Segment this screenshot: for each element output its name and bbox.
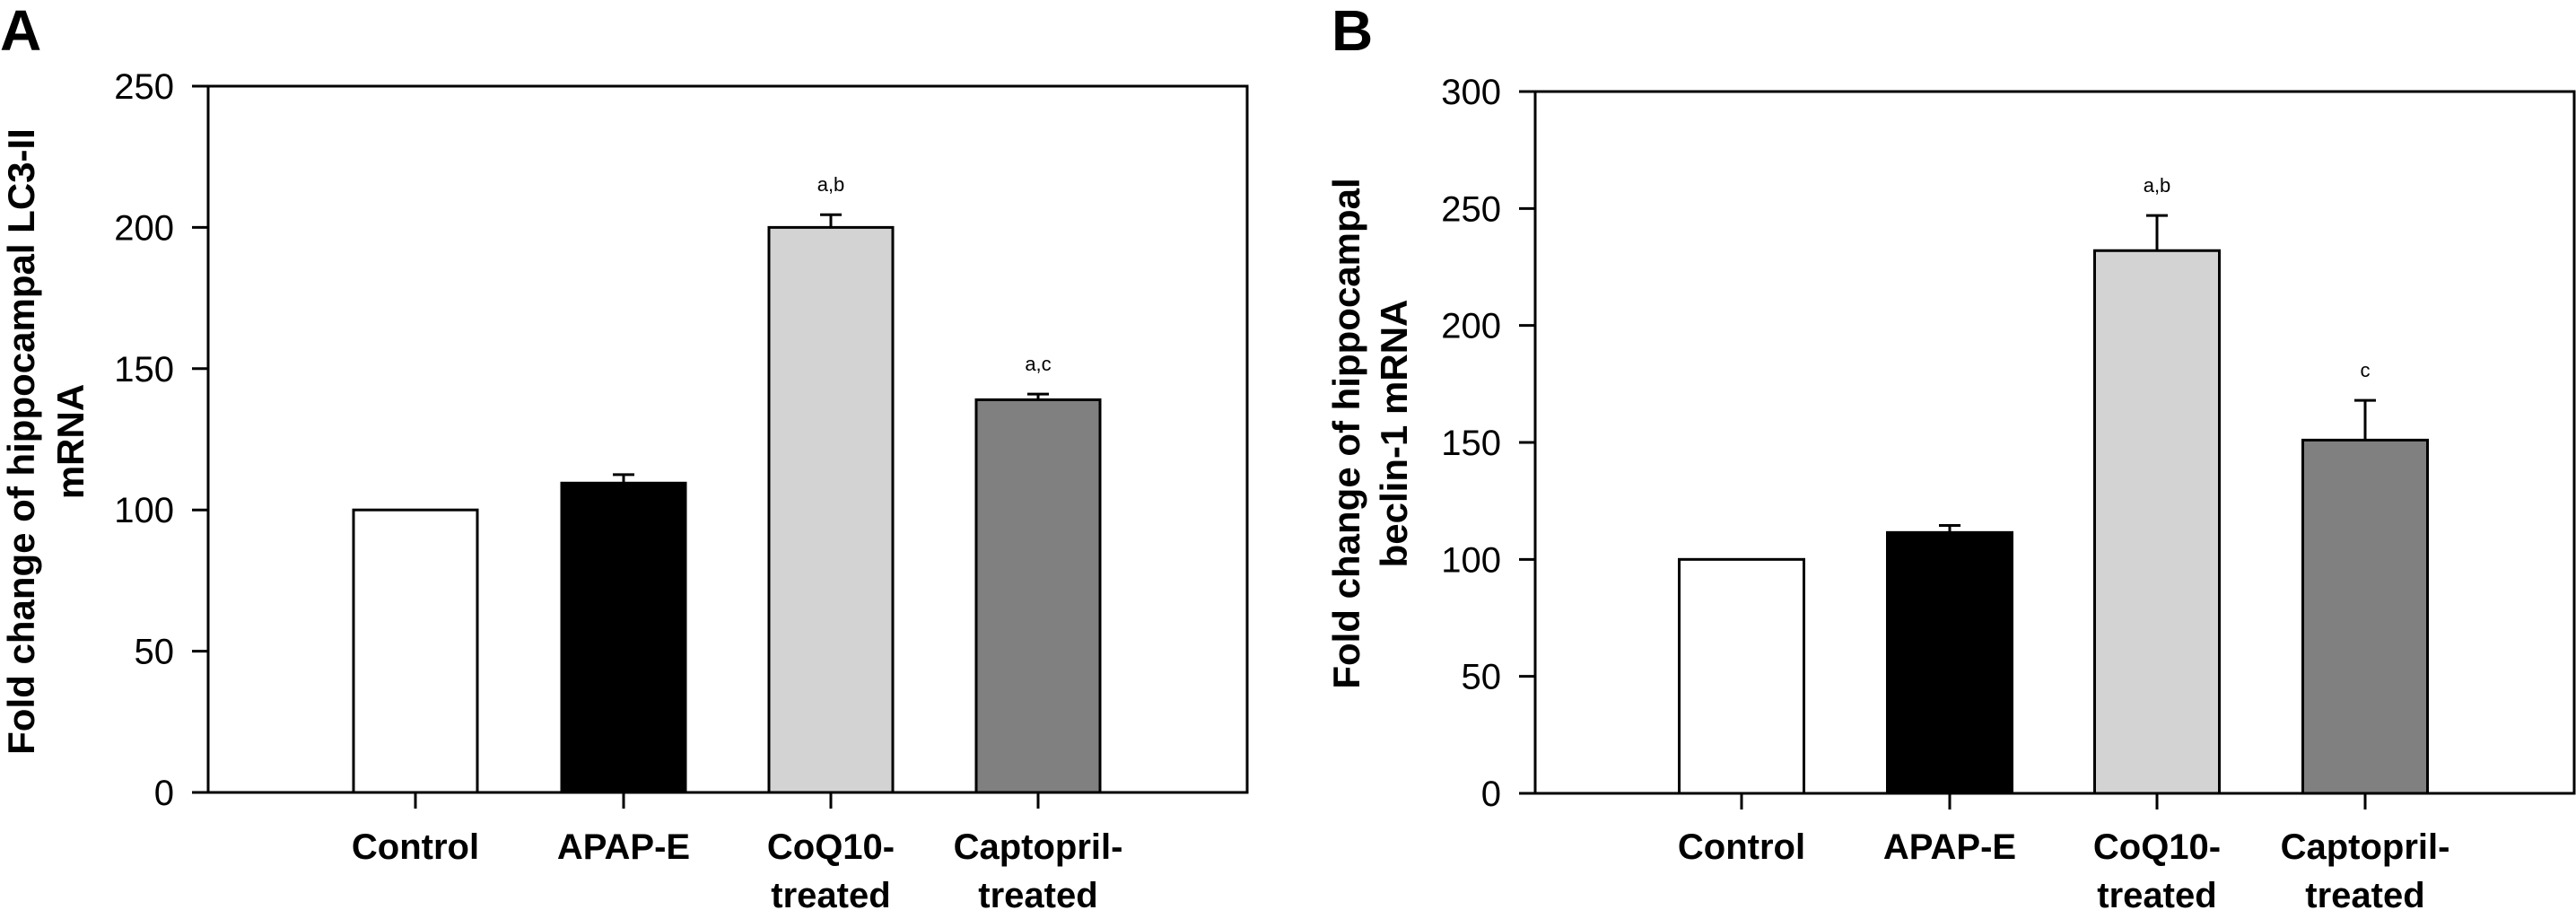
significance-label: c bbox=[2361, 359, 2371, 381]
significance-label: a,c bbox=[1025, 353, 1051, 375]
x-tick-label: APAP-E bbox=[1883, 827, 2016, 867]
y-tick-label: 250 bbox=[1441, 189, 1501, 229]
x-tick-label: treated bbox=[771, 876, 890, 910]
panel-letter: A bbox=[0, 0, 41, 63]
bar bbox=[974, 398, 1102, 794]
x-tick-label: Captopril- bbox=[954, 827, 1123, 867]
y-tick-label: 250 bbox=[114, 67, 174, 107]
panel-b: B 0 50 100 150 200 250 300 Fold change of hippoc… bbox=[1325, 0, 2576, 910]
y-tick-label: 200 bbox=[114, 208, 174, 248]
significance-label: a,b bbox=[2144, 174, 2171, 197]
x-tick-label: CoQ10- bbox=[767, 827, 895, 867]
bar bbox=[2093, 249, 2221, 795]
x-tick-label: Control bbox=[1678, 827, 1805, 867]
x-tick-label: treated bbox=[978, 876, 1097, 910]
bar bbox=[352, 508, 479, 794]
x-tick-label: CoQ10- bbox=[2093, 827, 2221, 867]
significance-label: a,b bbox=[817, 173, 845, 196]
y-tick-label: 100 bbox=[114, 491, 174, 530]
y-axis-label-line: mRNA bbox=[49, 384, 92, 499]
y-tick-label: 0 bbox=[1481, 774, 1501, 814]
y-tick-label: 150 bbox=[114, 350, 174, 389]
x-tick-label: Captopril- bbox=[2281, 827, 2450, 867]
y-axis-label-line: Fold change of hippocampal LC3-II bbox=[0, 128, 42, 755]
x-tick-label: APAP-E bbox=[557, 827, 690, 867]
bar bbox=[1886, 530, 2013, 795]
bar bbox=[2301, 438, 2429, 795]
panel-a: A 0 50 100 150 200 250 Fold change of hippocamp… bbox=[0, 0, 1249, 910]
y-tick-label: 300 bbox=[1441, 73, 1501, 112]
x-tick-label: treated bbox=[2097, 876, 2216, 910]
y-tick-label: 150 bbox=[1441, 424, 1501, 463]
y-tick-label: 200 bbox=[1441, 307, 1501, 346]
y-tick-label: 0 bbox=[154, 774, 174, 813]
y-tick-label: 50 bbox=[1462, 658, 1502, 697]
panel-letter: B bbox=[1332, 0, 1373, 63]
y-tick-label: 50 bbox=[135, 633, 175, 672]
y-tick-label: 100 bbox=[1441, 540, 1501, 580]
x-tick-label: treated bbox=[2305, 876, 2424, 910]
y-axis-label-line: beclin-1 mRNA bbox=[1373, 300, 1415, 568]
bar bbox=[1678, 557, 1805, 795]
y-axis-label-line: Fold change of hippocampal bbox=[1325, 178, 1367, 688]
bar bbox=[560, 481, 687, 794]
y-axis-label: Fold change of hippocampal beclin-1 mRNA bbox=[1325, 178, 1415, 688]
y-axis-label: Fold change of hippocampal LC3-II mRNA bbox=[0, 128, 92, 755]
x-tick-label: Control bbox=[352, 827, 479, 867]
bar bbox=[767, 225, 895, 794]
